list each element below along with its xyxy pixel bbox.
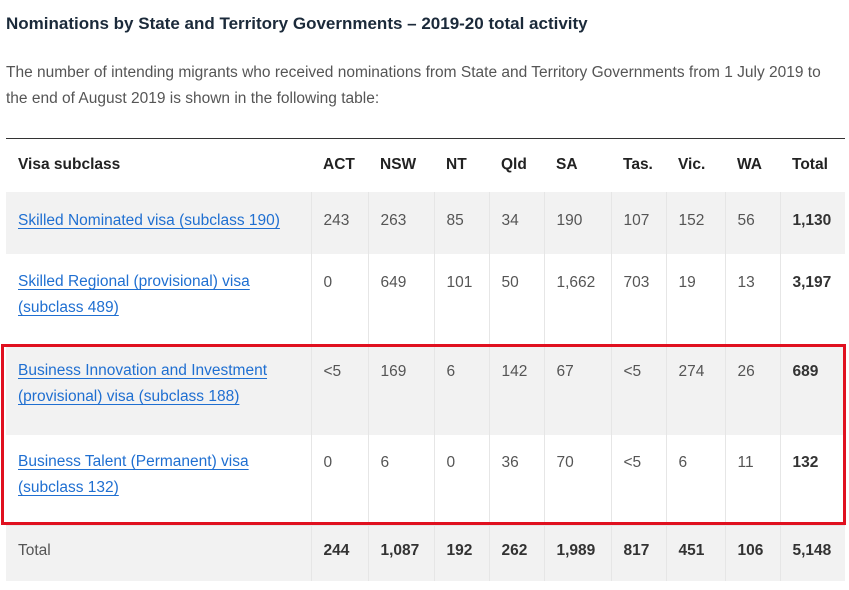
table-row: Skilled Nominated visa (subclass 190) 24…	[6, 192, 845, 254]
visa-link-subclass-489[interactable]: Skilled Regional (provisional) visa (sub…	[18, 273, 250, 316]
header-vic: Vic.	[678, 156, 706, 173]
table-row: Business Talent (Permanent) visa (subcla…	[6, 435, 845, 525]
footer-nsw: 1,087	[367, 524, 434, 581]
act-cell: 0	[310, 435, 368, 525]
tas-cell: <5	[610, 344, 666, 435]
nsw-cell: 169	[367, 344, 434, 435]
tas-cell: 703	[610, 254, 666, 344]
header-row: Visa subclass ACT NSW NT Qld SA Tas. Vic…	[6, 139, 845, 192]
header-act: ACT	[323, 156, 355, 173]
header-wa: WA	[737, 156, 762, 173]
nominations-table: Visa subclass ACT NSW NT Qld SA Tas. Vic…	[6, 139, 845, 581]
nsw-cell: 6	[367, 435, 434, 525]
footer-act: 244	[310, 524, 368, 581]
visa-link-subclass-190[interactable]: Skilled Nominated visa (subclass 190)	[18, 212, 280, 229]
total-cell: 132	[779, 435, 845, 525]
header-visa-subclass: Visa subclass	[18, 156, 121, 173]
intro-paragraph: The number of intending migrants who rec…	[6, 64, 821, 107]
visa-cell: Business Talent (Permanent) visa (subcla…	[6, 435, 311, 525]
total-cell: 689	[779, 344, 845, 435]
total-cell: 1,130	[779, 192, 845, 254]
footer-sa: 1,989	[543, 524, 611, 581]
header-total: Total	[792, 156, 828, 173]
visa-cell: Skilled Nominated visa (subclass 190)	[6, 192, 311, 254]
visa-link-subclass-188[interactable]: Business Innovation and Investment (prov…	[18, 362, 268, 405]
visa-link-subclass-132[interactable]: Business Talent (Permanent) visa (subcla…	[18, 453, 249, 496]
page-heading: Nominations by State and Territory Gover…	[6, 14, 588, 33]
footer-qld: 262	[488, 524, 544, 581]
nt-cell: 6	[433, 344, 489, 435]
wa-cell: 13	[724, 254, 780, 344]
vic-cell: 152	[665, 192, 725, 254]
footer-wa: 106	[724, 524, 780, 581]
footer-tas: 817	[610, 524, 666, 581]
header-nsw: NSW	[380, 156, 417, 173]
nsw-cell: 649	[367, 254, 434, 344]
footer-total-row: Total 244 1,087 192 262 1,989 817 451 10…	[6, 524, 845, 581]
total-cell: 3,197	[779, 254, 845, 344]
nt-cell: 0	[433, 435, 489, 525]
qld-cell: 50	[488, 254, 544, 344]
tas-cell: 107	[610, 192, 666, 254]
act-cell: 243	[310, 192, 368, 254]
nt-cell: 101	[433, 254, 489, 344]
header-nt: NT	[446, 156, 467, 173]
vic-cell: 6	[665, 435, 725, 525]
nominations-table-container: Visa subclass ACT NSW NT Qld SA Tas. Vic…	[6, 138, 845, 581]
footer-vic: 451	[665, 524, 725, 581]
qld-cell: 34	[488, 192, 544, 254]
header-sa: SA	[556, 156, 578, 173]
act-cell: 0	[310, 254, 368, 344]
qld-cell: 36	[488, 435, 544, 525]
footer-nt: 192	[433, 524, 489, 581]
table-row: Business Innovation and Investment (prov…	[6, 344, 845, 435]
wa-cell: 56	[724, 192, 780, 254]
visa-cell: Skilled Regional (provisional) visa (sub…	[6, 254, 311, 344]
wa-cell: 11	[724, 435, 780, 525]
act-cell: <5	[310, 344, 368, 435]
nt-cell: 85	[433, 192, 489, 254]
header-qld: Qld	[501, 156, 527, 173]
sa-cell: 67	[543, 344, 611, 435]
tas-cell: <5	[610, 435, 666, 525]
sa-cell: 190	[543, 192, 611, 254]
qld-cell: 142	[488, 344, 544, 435]
footer-grand-total: 5,148	[779, 524, 845, 581]
visa-cell: Business Innovation and Investment (prov…	[6, 344, 311, 435]
sa-cell: 70	[543, 435, 611, 525]
wa-cell: 26	[724, 344, 780, 435]
vic-cell: 274	[665, 344, 725, 435]
sa-cell: 1,662	[543, 254, 611, 344]
footer-label: Total	[6, 524, 311, 581]
table-row: Skilled Regional (provisional) visa (sub…	[6, 254, 845, 344]
nsw-cell: 263	[367, 192, 434, 254]
vic-cell: 19	[665, 254, 725, 344]
header-tas: Tas.	[623, 156, 653, 173]
